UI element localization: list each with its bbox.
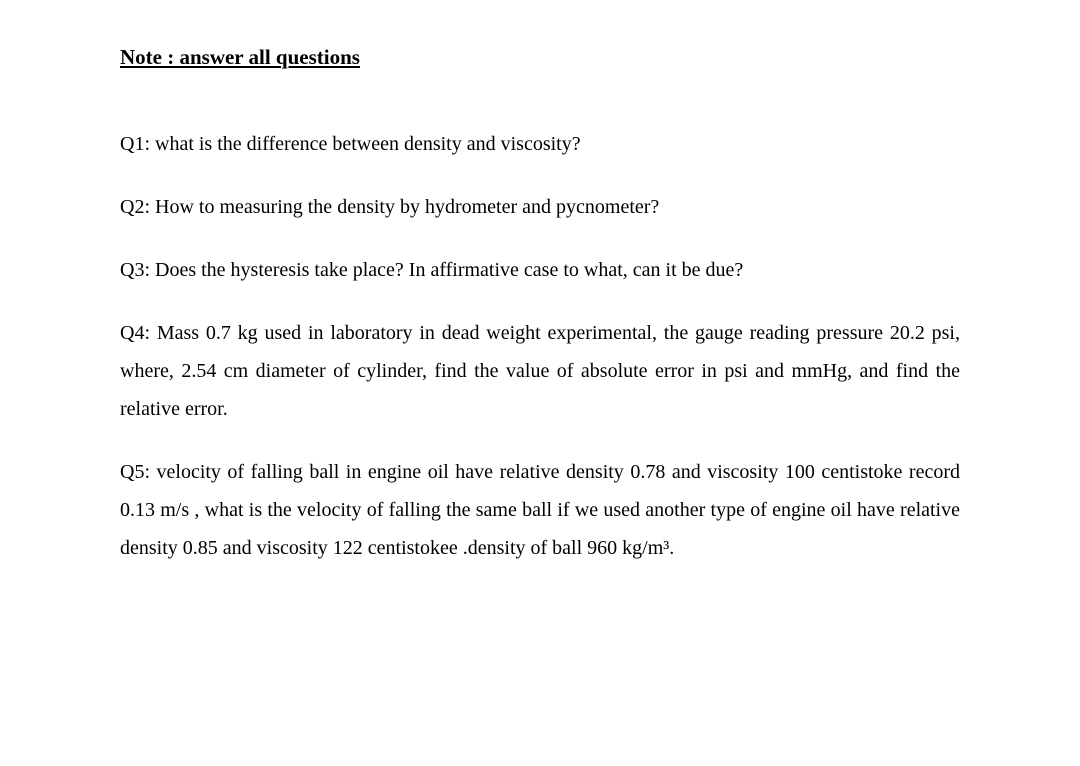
question-2: Q2: How to measuring the density by hydr… [120, 188, 960, 226]
question-3: Q3: Does the hysteresis take place? In a… [120, 251, 960, 289]
question-1: Q1: what is the difference between densi… [120, 125, 960, 163]
question-5: Q5: velocity of falling ball in engine o… [120, 453, 960, 567]
question-4: Q4: Mass 0.7 kg used in laboratory in de… [120, 314, 960, 428]
note-heading: Note : answer all questions [120, 45, 960, 70]
